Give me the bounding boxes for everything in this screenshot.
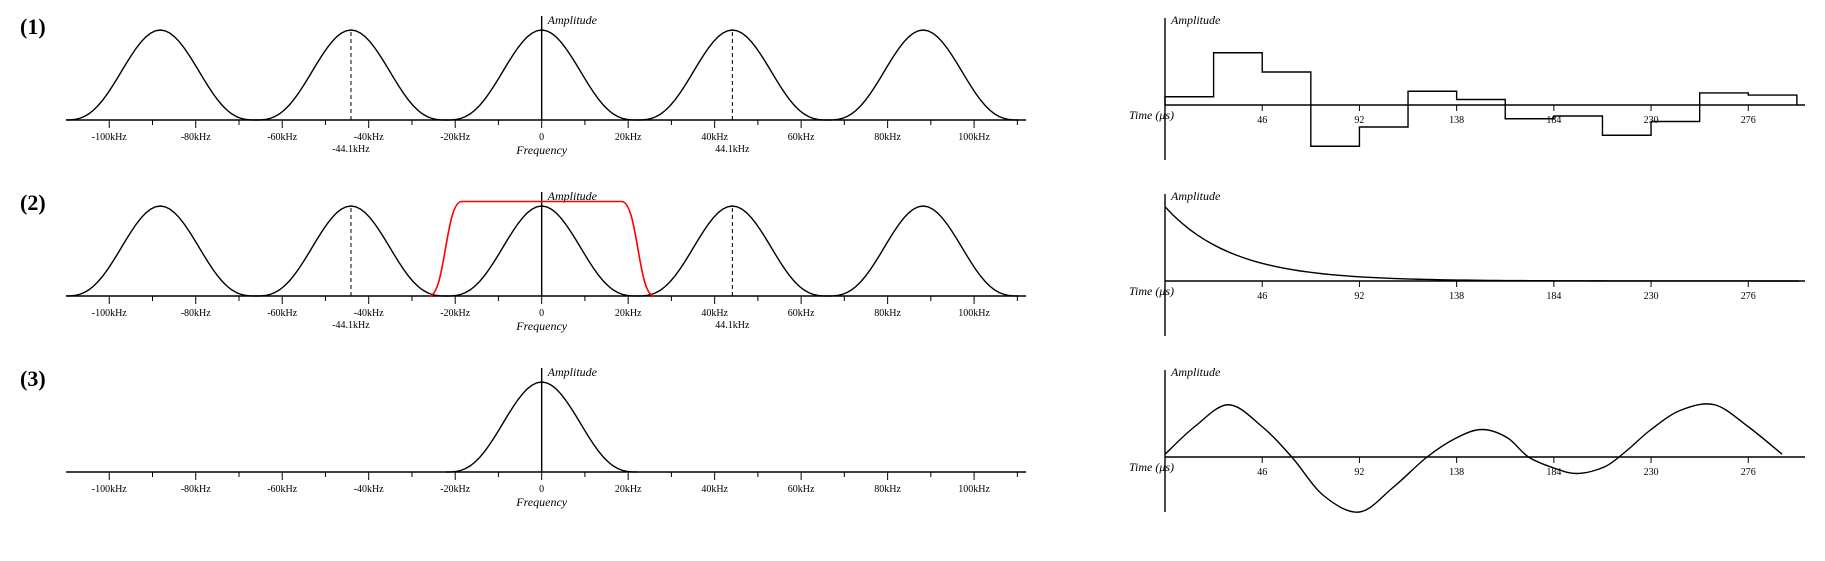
svg-text:0: 0 bbox=[539, 308, 544, 319]
svg-text:138: 138 bbox=[1449, 467, 1464, 478]
svg-text:60kHz: 60kHz bbox=[788, 308, 815, 319]
svg-text:Time (μs): Time (μs) bbox=[1129, 108, 1174, 122]
svg-text:80kHz: 80kHz bbox=[874, 132, 901, 143]
svg-text:Amplitude: Amplitude bbox=[1170, 365, 1221, 379]
svg-text:60kHz: 60kHz bbox=[788, 484, 815, 495]
svg-text:-100kHz: -100kHz bbox=[92, 484, 128, 495]
svg-text:Frequency: Frequency bbox=[515, 319, 568, 333]
svg-text:40kHz: 40kHz bbox=[701, 484, 728, 495]
svg-text:100kHz: 100kHz bbox=[958, 308, 990, 319]
svg-text:92: 92 bbox=[1354, 291, 1364, 302]
svg-text:-60kHz: -60kHz bbox=[267, 308, 298, 319]
svg-text:-44.1kHz: -44.1kHz bbox=[332, 144, 370, 155]
svg-text:Amplitude: Amplitude bbox=[547, 365, 598, 379]
frequency-plot: Amplitude -100kHz -80kHz -60kHz -40kHz -20kHz… bbox=[66, 10, 1026, 178]
svg-text:Frequency: Frequency bbox=[515, 495, 568, 509]
svg-text:20kHz: 20kHz bbox=[615, 132, 642, 143]
svg-text:-60kHz: -60kHz bbox=[267, 132, 298, 143]
svg-text:-44.1kHz: -44.1kHz bbox=[332, 320, 370, 331]
svg-text:100kHz: 100kHz bbox=[958, 132, 990, 143]
time-plot-wrap: AmplitudeTime (μs)4692138184230276 bbox=[1125, 362, 1805, 522]
frequency-plot: Amplitude -100kHz -80kHz -60kHz -40kHz -20kHz… bbox=[66, 362, 1026, 530]
svg-text:60kHz: 60kHz bbox=[788, 132, 815, 143]
svg-text:-20kHz: -20kHz bbox=[440, 132, 471, 143]
svg-text:-60kHz: -60kHz bbox=[267, 484, 298, 495]
svg-text:-40kHz: -40kHz bbox=[354, 308, 385, 319]
time-plot-wrap: Amplitude Time (μs) 46 92 138 184 230 276 bbox=[1125, 186, 1805, 346]
svg-text:-100kHz: -100kHz bbox=[92, 132, 128, 143]
row-label: (2) bbox=[20, 186, 66, 216]
svg-text:-100kHz: -100kHz bbox=[92, 308, 128, 319]
svg-text:80kHz: 80kHz bbox=[874, 308, 901, 319]
svg-text:Time (μs): Time (μs) bbox=[1129, 284, 1174, 298]
svg-text:80kHz: 80kHz bbox=[874, 484, 901, 495]
time-plot: Amplitude Time (μs) 46 92 138 184 230 276 bbox=[1125, 186, 1805, 346]
svg-text:-20kHz: -20kHz bbox=[440, 484, 471, 495]
svg-text:-80kHz: -80kHz bbox=[181, 484, 212, 495]
frequency-plot: Amplitude-100kHz-80kHz-60kHz-40kHz-20kHz… bbox=[66, 186, 1026, 354]
svg-text:0: 0 bbox=[539, 132, 544, 143]
svg-text:Amplitude: Amplitude bbox=[547, 13, 598, 27]
svg-text:Time (μs): Time (μs) bbox=[1129, 460, 1174, 474]
svg-text:138: 138 bbox=[1449, 291, 1464, 302]
svg-text:-20kHz: -20kHz bbox=[440, 308, 471, 319]
svg-text:40kHz: 40kHz bbox=[701, 308, 728, 319]
svg-text:230: 230 bbox=[1644, 291, 1659, 302]
svg-text:230: 230 bbox=[1644, 467, 1659, 478]
plot-row: (1) Amplitude -100kHz -80kHz -60kHz -40kHz -20… bbox=[20, 10, 1805, 178]
svg-text:44.1kHz: 44.1kHz bbox=[715, 320, 750, 331]
svg-text:100kHz: 100kHz bbox=[958, 484, 990, 495]
svg-text:-40kHz: -40kHz bbox=[354, 132, 385, 143]
svg-text:-80kHz: -80kHz bbox=[181, 132, 212, 143]
svg-text:44.1kHz: 44.1kHz bbox=[715, 144, 750, 155]
svg-text:Amplitude: Amplitude bbox=[1170, 189, 1221, 203]
svg-text:138: 138 bbox=[1449, 115, 1464, 126]
plot-row: (3) Amplitude -100kHz -80kHz -60kHz -40kHz -20… bbox=[20, 362, 1805, 530]
svg-text:46: 46 bbox=[1257, 467, 1267, 478]
svg-text:0: 0 bbox=[539, 484, 544, 495]
svg-text:Amplitude: Amplitude bbox=[1170, 13, 1221, 27]
frequency-plot-wrap: Amplitude -100kHz -80kHz -60kHz -40kHz -20kHz… bbox=[66, 10, 1026, 178]
time-plot-wrap: AmplitudeTime (μs)4692138184230276 bbox=[1125, 10, 1805, 170]
svg-text:184: 184 bbox=[1546, 291, 1561, 302]
svg-text:92: 92 bbox=[1354, 115, 1364, 126]
time-plot: AmplitudeTime (μs)4692138184230276 bbox=[1125, 10, 1805, 170]
frequency-plot-wrap: Amplitude-100kHz-80kHz-60kHz-40kHz-20kHz… bbox=[66, 186, 1026, 354]
svg-text:40kHz: 40kHz bbox=[701, 132, 728, 143]
time-plot: AmplitudeTime (μs)4692138184230276 bbox=[1125, 362, 1805, 522]
svg-text:46: 46 bbox=[1257, 291, 1267, 302]
svg-text:276: 276 bbox=[1741, 291, 1756, 302]
svg-text:Frequency: Frequency bbox=[515, 143, 568, 157]
svg-text:276: 276 bbox=[1741, 115, 1756, 126]
svg-text:276: 276 bbox=[1741, 467, 1756, 478]
svg-text:-40kHz: -40kHz bbox=[354, 484, 385, 495]
svg-text:20kHz: 20kHz bbox=[615, 484, 642, 495]
svg-text:46: 46 bbox=[1257, 115, 1267, 126]
frequency-plot-wrap: Amplitude -100kHz -80kHz -60kHz -40kHz -20kHz… bbox=[66, 362, 1026, 530]
row-label: (1) bbox=[20, 10, 66, 40]
svg-text:-80kHz: -80kHz bbox=[181, 308, 212, 319]
row-label: (3) bbox=[20, 362, 66, 392]
svg-text:92: 92 bbox=[1354, 467, 1364, 478]
plot-row: (2) Amplitude -100kHz -80kHz -60kHz -40kHz -20… bbox=[20, 186, 1805, 354]
svg-text:20kHz: 20kHz bbox=[615, 308, 642, 319]
